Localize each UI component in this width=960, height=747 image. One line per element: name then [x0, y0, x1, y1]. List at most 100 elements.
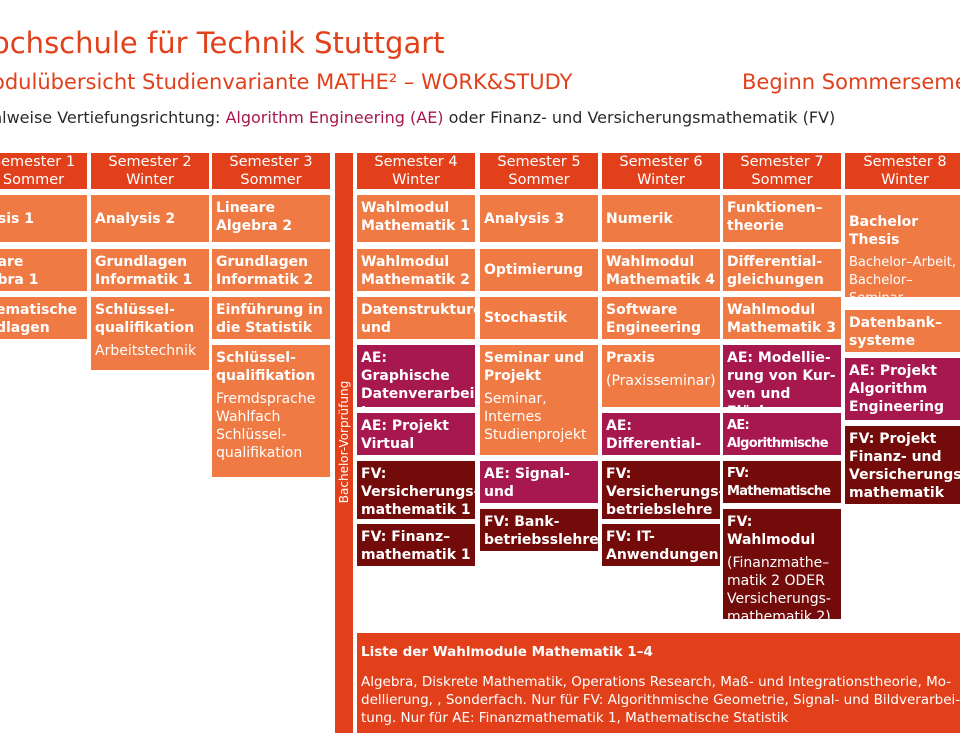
- module-title: Analysis 2: [95, 211, 176, 227]
- module-title: AE: Signal- und Bildverarbeitung: [484, 466, 598, 503]
- wahlmodule-list: Liste der Wahlmodule Mathematik 1–4 Alge…: [357, 633, 960, 733]
- semester-season: Sommer: [240, 172, 302, 188]
- semester-4-header: Semester 4 Winter: [357, 153, 475, 189]
- semester-5-header: Semester 5 Sommer: [480, 153, 598, 189]
- module-title: Wahlmodul Mathematik 1: [361, 200, 470, 234]
- semester-name: Semester 5: [497, 154, 581, 170]
- page-subtitle: odulübersicht Studienvariante MATHE² – W…: [0, 70, 573, 94]
- module-title: Praxis: [606, 350, 655, 366]
- module-title: Optimierung: [484, 262, 584, 278]
- module-card-fv: FV: Mathematische Statistik: [723, 461, 841, 503]
- module-card: Wahlmodul Mathematik 2: [357, 249, 475, 291]
- module-card-ae: AE: Algorithmische Geometrie: [723, 413, 841, 455]
- semester-season: Winter: [392, 172, 440, 188]
- module-subtitle: Arbeitstechnik: [95, 343, 197, 359]
- semester-name: Semester 3: [229, 154, 313, 170]
- module-card: Seminar und Projekt Seminar, Internes Stu…: [480, 345, 598, 455]
- specialization-line: hlweise Vertiefungsrichtung: Algorithm E…: [0, 108, 835, 127]
- semester-season: Winter: [881, 172, 929, 188]
- module-card: Wahlmodul Mathematik 3: [723, 297, 841, 339]
- module-title: FV: Finanz– mathematik 1: [361, 529, 471, 563]
- module-title: Grundlagen Informatik 2: [216, 254, 314, 288]
- module-card: Funktionen– theorie: [723, 195, 841, 242]
- semester-name: Semester 6: [619, 154, 703, 170]
- module-title: AE: Modellie- rung von Kur- ven und Fläc…: [727, 350, 836, 407]
- module-card-fv: FV: Projekt Finanz- und Versicherungs- m…: [845, 426, 960, 504]
- module-subtitle: (Praxisseminar): [606, 373, 716, 389]
- module-card: Einführung in die Statistik: [212, 297, 330, 339]
- module-card: Datenbank– systeme: [845, 310, 960, 352]
- module-card-ae: AE: Differential- geometrie: [602, 413, 720, 455]
- module-title: Datenbank– systeme: [849, 315, 942, 349]
- module-title: Bachelor Thesis: [849, 214, 919, 248]
- module-title: Analysis 3: [484, 211, 565, 227]
- module-card: Schlüssel- qualifikation Fremdsprache Wah…: [212, 345, 330, 477]
- module-title: FV: Projekt Finanz- und Versicherungs- m…: [849, 431, 960, 501]
- specialization-ae: Algorithm Engineering (AE): [225, 108, 444, 127]
- module-card: hematische ndlagen: [0, 297, 87, 339]
- module-card: Praxis (Praxisseminar): [602, 345, 720, 407]
- specialization-fv: Finanz- und Versicherungsmathematik (FV): [490, 108, 836, 127]
- module-card: Bachelor Thesis Bachelor–Arbeit, Bachelor…: [845, 195, 960, 297]
- module-title: Schlüssel- qualifikation: [95, 302, 195, 336]
- module-title: AE: Projekt Algorithm Engineering: [849, 363, 944, 415]
- wahlmodule-title: Liste der Wahlmodule Mathematik 1–4: [361, 644, 653, 660]
- module-card-ae: AE: Projekt Algorithm Engineering: [845, 358, 960, 420]
- semester-name: Semester 8: [863, 154, 947, 170]
- module-title: Stochastik: [484, 310, 568, 326]
- module-card-fv: FV: IT- Anwendungen: [602, 524, 720, 566]
- page-title: ochschule für Technik Stuttgart: [0, 26, 445, 60]
- module-card: Datenstrukturen und Algorithmen: [357, 297, 475, 339]
- semester-7-header: Semester 7 Sommer: [723, 153, 841, 189]
- module-card: Analysis 2: [91, 195, 209, 242]
- module-title: Funktionen– theorie: [727, 200, 823, 234]
- module-title: Wahlmodul Mathematik 4: [606, 254, 715, 288]
- wahlmodule-text: Algebra, Diskrete Mathematik, Operations…: [361, 674, 960, 726]
- module-title: FV: Bank- betriebsslehre: [484, 514, 598, 548]
- vorpruefung-bar: [335, 153, 353, 733]
- module-card: eare ebra 1: [0, 249, 87, 291]
- module-title: AE: Graphische Datenverarbei- tung: [361, 350, 475, 407]
- module-title: Differential- gleichungen: [727, 254, 824, 288]
- module-card-fv: FV: Wahlmodul (Finanzmathe– matik 2 ODER …: [723, 509, 841, 619]
- module-subtitle: Bachelor–Arbeit, Bachelor– Seminar: [849, 255, 957, 297]
- semester-8-header: Semester 8 Winter: [845, 153, 960, 189]
- semester-6-header: Semester 6 Winter: [602, 153, 720, 189]
- semester-2-header: Semester 2 Winter: [91, 153, 209, 189]
- module-subtitle: Fremdsprache Wahlfach Schlüssel- qualifi…: [216, 391, 316, 461]
- module-card: lysis 1: [0, 195, 87, 242]
- module-card: Optimierung: [480, 249, 598, 291]
- semester-name: Semester 1: [0, 154, 76, 170]
- module-card: Wahlmodul Mathematik 4: [602, 249, 720, 291]
- module-title: FV: Wahlmodul: [727, 514, 816, 548]
- module-title: Wahlmodul Mathematik 3: [727, 302, 836, 336]
- semester-1-header: Semester 1 Sommer: [0, 153, 87, 189]
- module-title: Schlüssel- qualifikation: [216, 350, 316, 384]
- module-title: FV: Versicherungs- betriebslehre: [606, 466, 720, 518]
- module-title: Wahlmodul Mathematik 2: [361, 254, 470, 288]
- module-title: Einführung in die Statistik: [216, 302, 323, 336]
- module-title: Numerik: [606, 211, 673, 227]
- module-card: Lineare Algebra 2: [212, 195, 330, 242]
- module-card: Stochastik: [480, 297, 598, 339]
- module-card: Grundlagen Informatik 2: [212, 249, 330, 291]
- module-card: Numerik: [602, 195, 720, 242]
- semester-season: Winter: [637, 172, 685, 188]
- module-title: FV: Versicherungs- mathematik 1: [361, 466, 475, 518]
- module-card-ae: AE: Projekt Virtual Reality: [357, 413, 475, 455]
- semester-3-header: Semester 3 Sommer: [212, 153, 330, 189]
- module-title: eare ebra 1: [0, 254, 39, 288]
- module-subtitle: Seminar, Internes Studienprojekt: [484, 391, 587, 443]
- module-card-ae: AE: Graphische Datenverarbei- tung: [357, 345, 475, 407]
- semester-season: Sommer: [2, 172, 65, 188]
- module-title: Lineare Algebra 2: [216, 200, 293, 234]
- module-title: AE: Algorithmische Geometrie: [727, 418, 829, 455]
- module-title: FV: Mathematische Statistik: [727, 466, 831, 503]
- semester-season: Winter: [126, 172, 174, 188]
- vorpruefung-label: Bachelor-Vorprüfung: [337, 380, 351, 504]
- module-title: lysis 1: [0, 211, 35, 227]
- module-title: Software Engineering: [606, 302, 701, 336]
- module-title: Datenstrukturen und Algorithmen: [361, 302, 475, 339]
- specialization-prefix: hlweise Vertiefungsrichtung:: [0, 108, 226, 127]
- semester-season: Sommer: [508, 172, 570, 188]
